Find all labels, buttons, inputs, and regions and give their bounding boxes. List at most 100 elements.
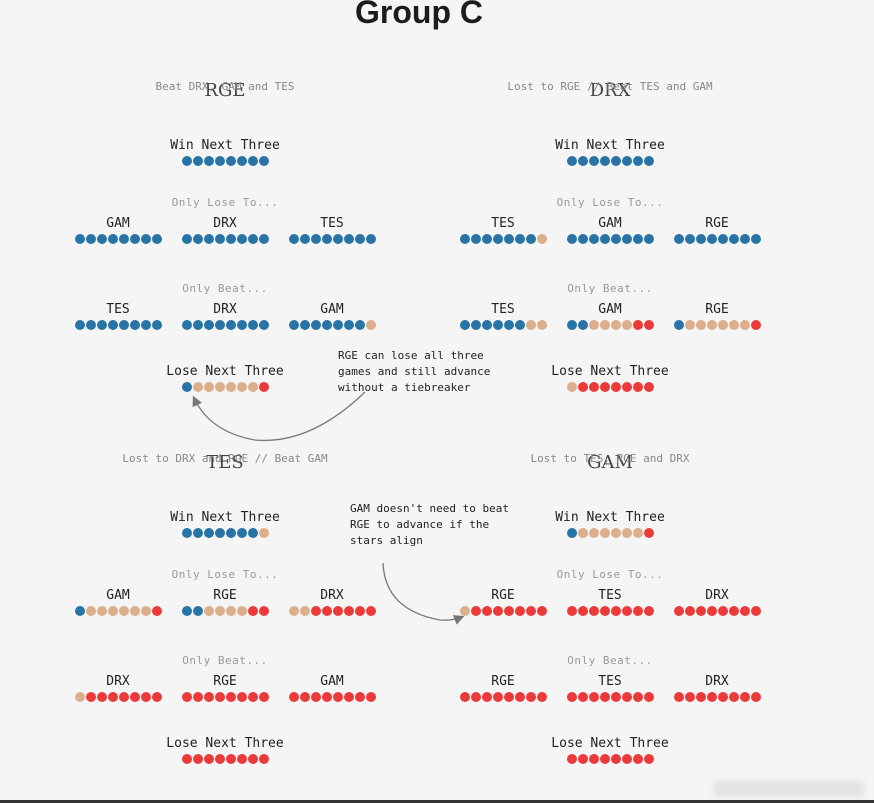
dot [526,320,536,330]
dot [589,382,599,392]
dot [141,320,151,330]
team-block-rge: RGE Beat DRX, GAM and TES Win Next Three On… [25,80,425,410]
dot [567,320,577,330]
dot [740,692,750,702]
dot [237,382,247,392]
dot [322,320,332,330]
team-subtitle: Lost to TES, RGE and DRX [530,452,690,465]
dot [119,606,129,616]
dot [75,692,85,702]
dot [526,606,536,616]
dot [633,692,643,702]
dot [237,754,247,764]
only-lose-dots-gam [75,606,162,616]
dot [567,606,577,616]
only-lose-dots-tes [289,234,376,244]
dot [740,234,750,244]
dot [204,156,214,166]
only-beat-opponent: GAM [320,302,344,317]
dot [108,320,118,330]
dot [355,606,365,616]
dot [182,692,192,702]
dot [471,234,481,244]
dot [740,606,750,616]
lose-next-dots [567,754,654,764]
only-lose-label: Only Lose To... [171,568,279,581]
only-beat-dots-drx [182,320,269,330]
lose-next-label: Lose Next Three [166,736,284,751]
win-next-dots [567,156,654,166]
only-beat-opponent: TES [106,302,130,317]
dot [633,234,643,244]
only-beat-opponent: GAM [598,302,622,317]
team-subtitle: Lost to RGE // Beat TES and GAM [507,80,713,93]
dot [589,692,599,702]
dot [751,320,761,330]
only-beat-label: Only Beat... [567,654,653,667]
dot [193,382,203,392]
only-lose-opponent: DRX [320,588,344,603]
dot [482,692,492,702]
dot [600,528,610,538]
dot [600,156,610,166]
only-beat-opponent: RGE [705,302,729,317]
dot [344,606,354,616]
dot [600,382,610,392]
dot [248,754,258,764]
dot [86,606,96,616]
dot [226,382,236,392]
dot [259,754,269,764]
dot [718,606,728,616]
annotation-gam: GAM doesn't need to beat RGE to advance … [350,502,509,547]
dot [75,234,85,244]
dot [471,320,481,330]
only-beat-opponent: GAM [320,674,344,689]
team-name: GAM [587,452,633,473]
only-lose-opponent: DRX [213,216,237,231]
bottom-border [0,800,874,803]
dot [600,606,610,616]
dot [215,606,225,616]
dot [622,234,632,244]
win-next-label: Win Next Three [555,510,665,525]
dot [471,606,481,616]
dot [215,156,225,166]
dot [482,234,492,244]
dot [685,606,695,616]
only-lose-dots-rge [460,606,547,616]
dot [622,528,632,538]
page-title: Group C [355,0,483,30]
dot [226,156,236,166]
dot [311,692,321,702]
dot [204,754,214,764]
dot [600,754,610,764]
only-lose-dots-drx [289,606,376,616]
dot [130,234,140,244]
dot [204,234,214,244]
dot [226,234,236,244]
only-lose-opponent: GAM [106,588,130,603]
dot [248,606,258,616]
dot [237,528,247,538]
lose-next-dots [182,382,269,392]
dot [526,692,536,702]
dot [537,606,547,616]
win-next-dots [567,528,654,538]
dot [152,234,162,244]
dot [259,382,269,392]
dot [333,692,343,702]
dot [600,234,610,244]
dot [504,320,514,330]
dot [696,320,706,330]
dot [685,320,695,330]
dot [567,382,577,392]
dot [300,234,310,244]
dot [182,320,192,330]
dot [215,382,225,392]
watermark-blur [714,781,864,797]
dot [355,320,365,330]
only-lose-dots-gam [75,234,162,244]
dot [578,156,588,166]
dot [226,692,236,702]
win-next-label: Win Next Three [555,138,665,153]
